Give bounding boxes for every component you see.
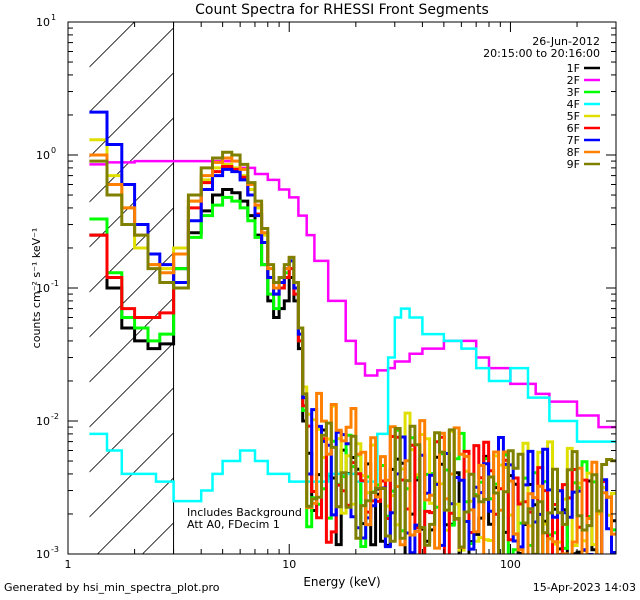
attenuator-annotation: Att A0, FDecim 1 (187, 518, 280, 531)
x-tick-label: 100 (500, 558, 521, 571)
date-label: 26-Jun-2012 (532, 35, 600, 48)
series-layer (89, 110, 616, 554)
legend-label: 4F (567, 98, 580, 111)
series-2F-line (89, 159, 616, 429)
y-tick-exponent: -3 (51, 545, 59, 554)
y-tick-exponent: 0 (51, 146, 56, 155)
legend-label: 5F (567, 110, 580, 123)
hatch-line (89, 387, 174, 473)
legend-label: 9F (567, 158, 580, 171)
y-tick-label: 10 (36, 548, 50, 561)
x-axis-label: Energy (keV) (303, 575, 380, 589)
hatch-line (89, 252, 174, 338)
legend-label: 8F (567, 146, 580, 159)
footer-generator: Generated by hsi_min_spectra_plot.pro (4, 581, 220, 594)
legend-label: 7F (567, 134, 580, 147)
legend-label: 6F (567, 122, 580, 135)
x-tick-label: 1 (65, 558, 72, 571)
legend-label: 3F (567, 86, 580, 99)
hatch-line (89, 207, 174, 293)
legend-label: 1F (567, 62, 580, 75)
y-tick-label: 10 (36, 149, 50, 162)
series-9F-line (89, 150, 616, 554)
y-axis-label: counts cm⁻² s⁻¹ keV⁻¹ (30, 228, 43, 349)
y-tick-exponent: 1 (51, 13, 56, 22)
x-tick-label: 10 (282, 558, 296, 571)
footer-timestamp: 15-Apr-2023 14:03 (532, 581, 636, 594)
chart-title: Count Spectra for RHESSI Front Segments (195, 2, 489, 18)
legend-label: 2F (567, 74, 580, 87)
hatch-line (89, 72, 174, 158)
hatch-line (89, 432, 174, 518)
y-tick-exponent: -1 (51, 279, 59, 288)
y-tick-label: 10 (36, 16, 50, 29)
y-tick-label: 10 (36, 282, 50, 295)
time-range-label: 20:15:00 to 20:16:00 (483, 47, 600, 60)
background-annotation: Includes Background (187, 506, 302, 519)
hatch-line (89, 297, 174, 383)
y-tick-exponent: -2 (51, 412, 59, 421)
y-tick-label: 10 (36, 415, 50, 428)
